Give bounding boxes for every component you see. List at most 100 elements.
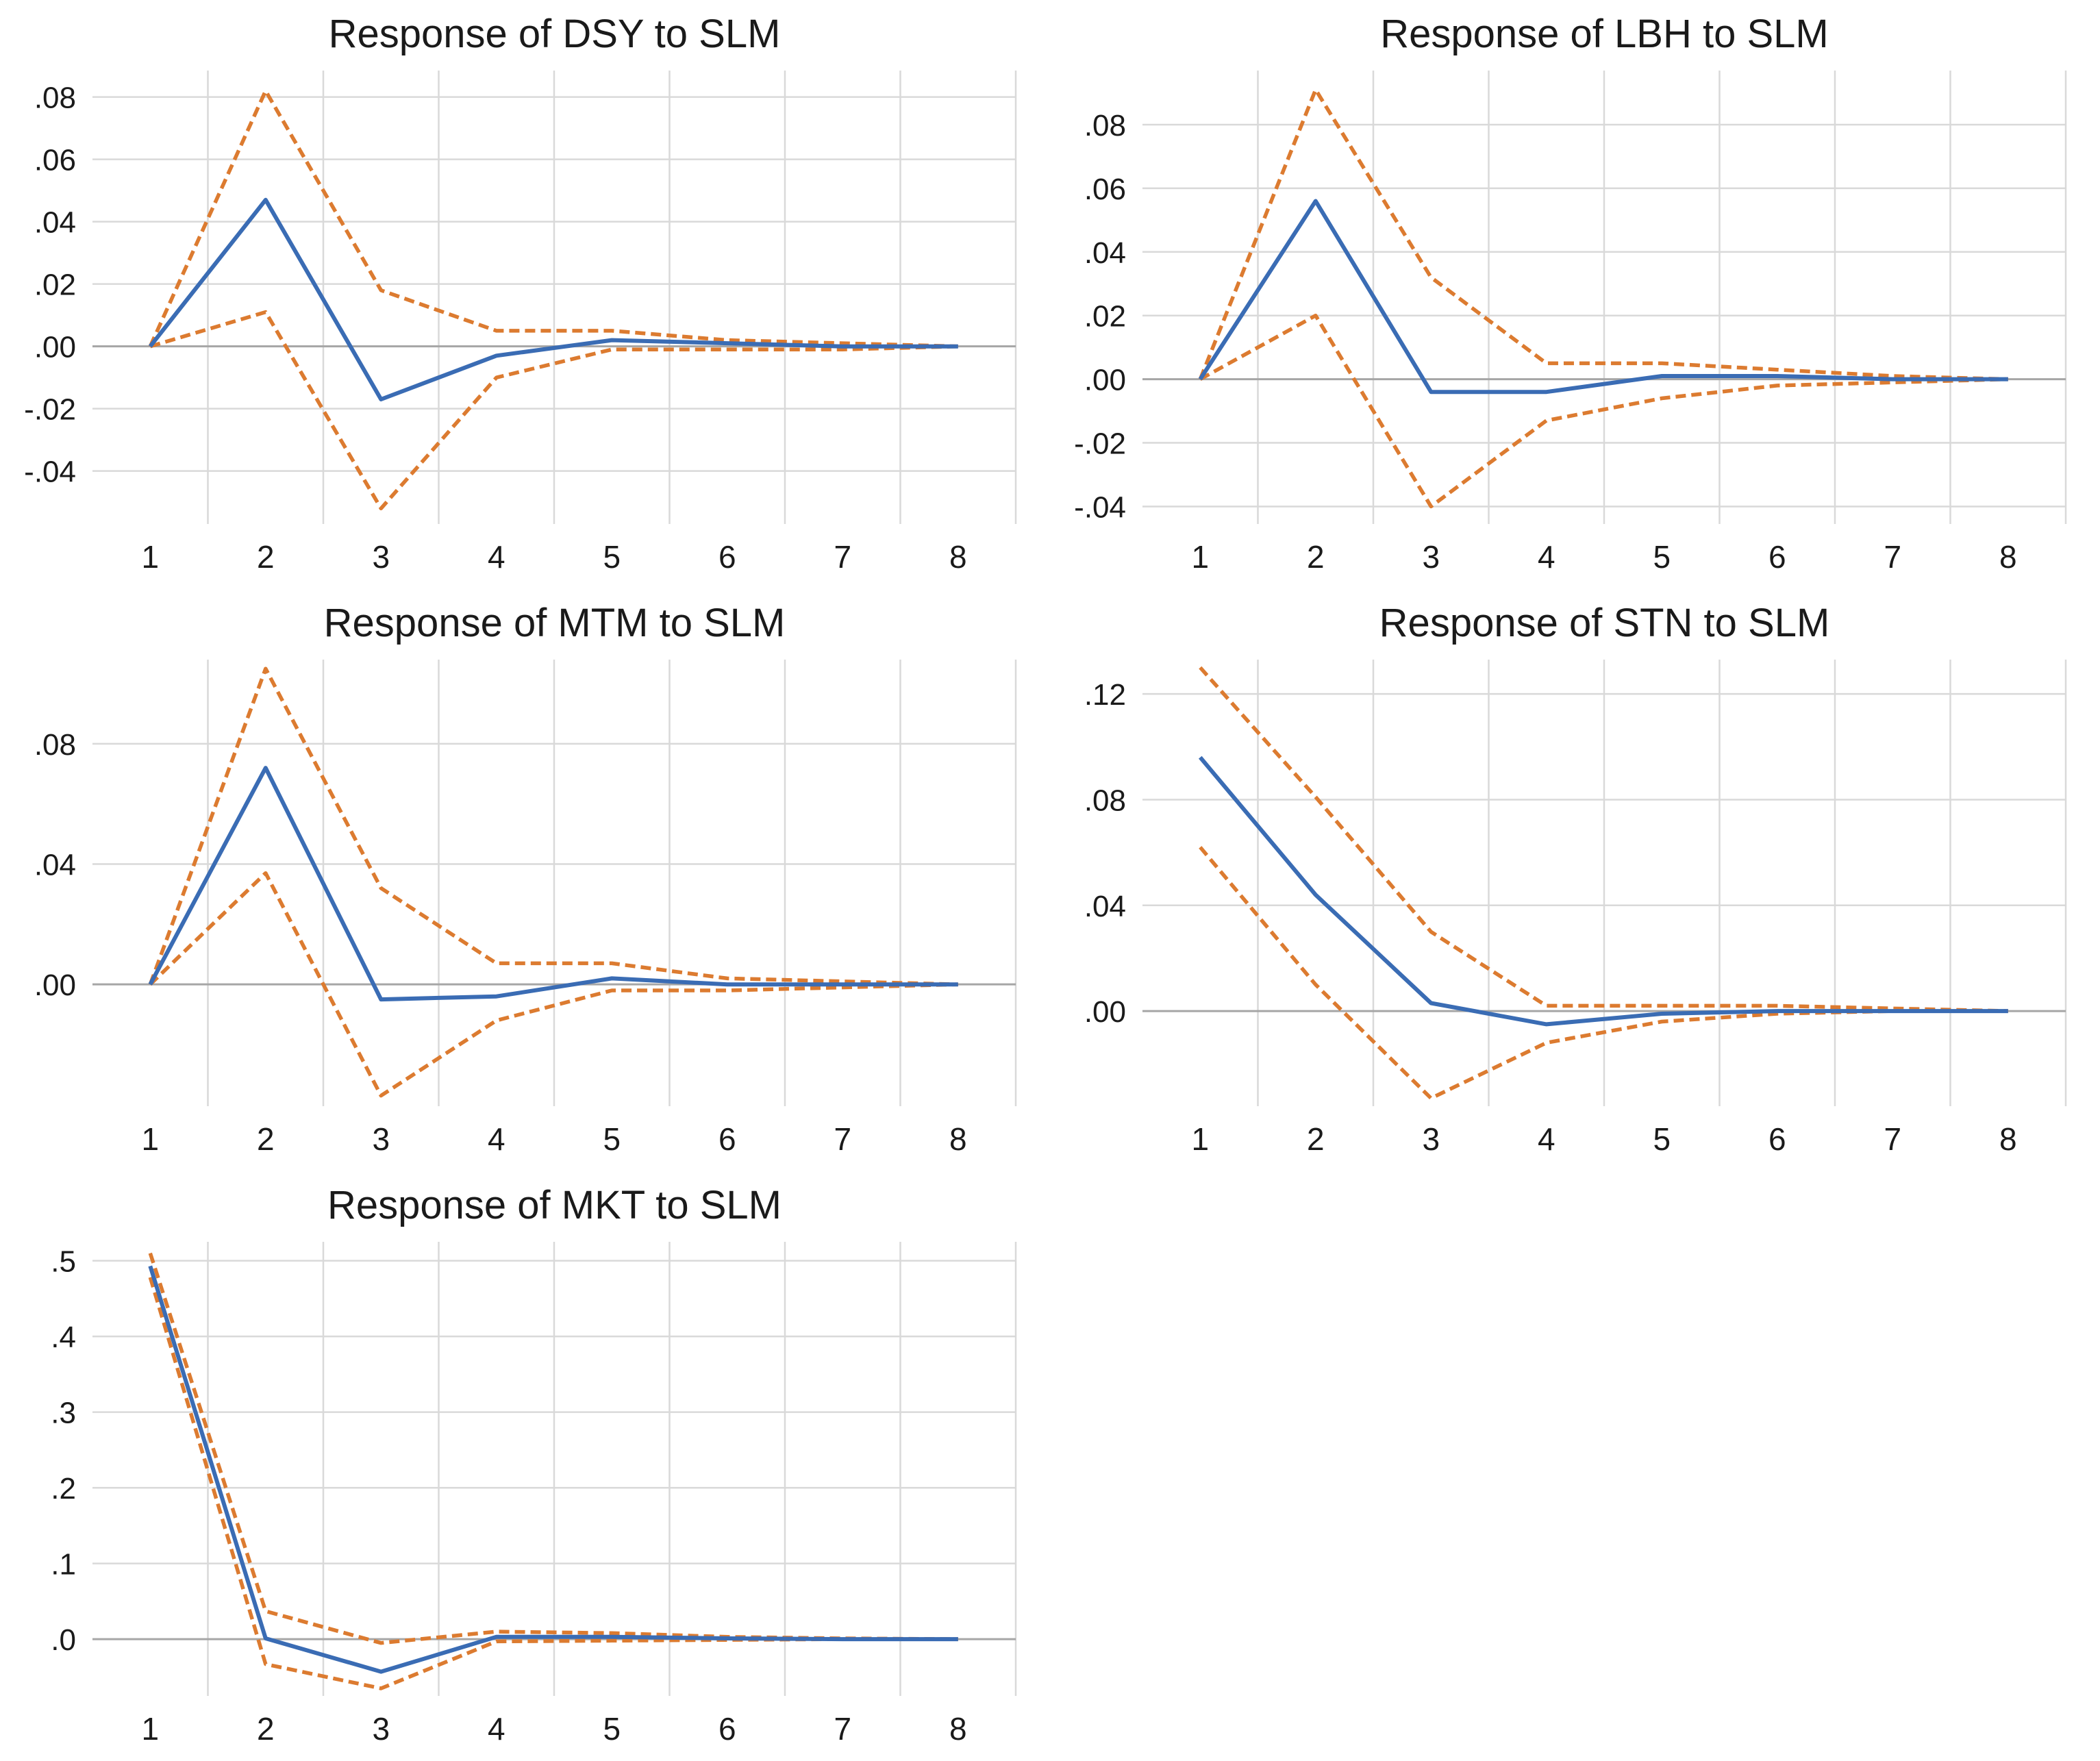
y-tick-label: -.02 — [24, 393, 76, 427]
irf-plot-dsy: .08 .06 .04 .02 .00 -.02 -.04 1 2 3 4 5 6 7 8 — [24, 71, 1017, 575]
y-tick-label: .0 — [51, 1623, 76, 1657]
x-tick-label: 4 — [1538, 1121, 1555, 1157]
x-tick-label: 5 — [603, 539, 621, 575]
series-mean — [1198, 199, 2008, 395]
y-tick-label: .00 — [1084, 995, 1126, 1029]
x-tick-label: 2 — [1307, 539, 1325, 575]
x-tick-label: 7 — [1884, 539, 1901, 575]
x-tick-label: 6 — [1768, 1121, 1786, 1157]
series-mean — [148, 766, 958, 1002]
y-tick-label: -.04 — [24, 455, 76, 489]
y-axis-labels: .12 .08 .04 .00 — [1084, 678, 1126, 1029]
x-tick-label: 1 — [141, 539, 159, 575]
series-upper-band — [1198, 88, 2008, 382]
x-tick-label: 2 — [1307, 1121, 1325, 1157]
x-tick-label: 4 — [1538, 539, 1555, 575]
series-lower-band — [1199, 846, 2008, 1101]
irf-panel-mkt: Response of MKT to SLM .5 .4 .3 .2 .1 .0 1 2 3 4 5… — [0, 1171, 1050, 1761]
x-tick-label: 1 — [1191, 1121, 1209, 1157]
irf-panel-stn: Response of STN to SLM .12 .08 .04 .00 1 2 3 4 5… — [1050, 589, 2100, 1171]
y-tick-label: .08 — [34, 82, 76, 115]
x-tick-label: 1 — [141, 1711, 159, 1747]
series-upper-band — [1199, 666, 2008, 1013]
x-tick-label: 7 — [834, 1121, 851, 1157]
x-tick-label: 6 — [718, 1121, 736, 1157]
x-gridlines — [1257, 660, 2067, 1106]
y-tick-label: -.02 — [1074, 427, 1126, 461]
x-tick-label: 8 — [1999, 539, 2017, 575]
x-tick-label: 3 — [1422, 1121, 1440, 1157]
y-tick-label: .04 — [1084, 890, 1126, 923]
series-mean — [148, 1265, 958, 1674]
x-tick-label: 3 — [1422, 539, 1440, 575]
x-tick-label: 8 — [949, 539, 967, 575]
x-gridlines — [207, 71, 1017, 524]
x-tick-label: 8 — [949, 1711, 967, 1747]
irf-plot-stn: .12 .08 .04 .00 1 2 3 4 5 6 7 8 — [1084, 660, 2067, 1157]
x-axis-labels: 1 2 3 4 5 6 7 8 — [141, 1121, 966, 1157]
x-tick-label: 2 — [257, 1711, 275, 1747]
y-axis-labels: .08 .06 .04 .02 .00 -.02 -.04 — [1074, 109, 1126, 524]
y-axis-labels: .08 .06 .04 .02 .00 -.02 -.04 — [24, 82, 76, 489]
y-tick-label: .06 — [34, 144, 76, 177]
x-axis-labels: 1 2 3 4 5 6 7 8 — [1191, 539, 2016, 575]
x-tick-label: 4 — [488, 1711, 505, 1747]
series-lower-band — [149, 310, 958, 511]
x-tick-label: 4 — [488, 539, 505, 575]
x-tick-label: 3 — [372, 539, 390, 575]
irf-panel-dsy: Response of DSY to SLM .08 .06 .04 .02 .00 -.… — [0, 0, 1050, 589]
y-tick-label: .3 — [51, 1397, 76, 1430]
y-tick-label: .2 — [51, 1472, 76, 1506]
y-tick-label: .00 — [34, 969, 76, 1002]
x-tick-label: 6 — [718, 539, 736, 575]
x-gridlines — [207, 1242, 1017, 1696]
x-axis-labels: 1 2 3 4 5 6 7 8 — [141, 1711, 966, 1747]
y-tick-label: .02 — [34, 268, 76, 302]
irf-plot-mtm: .08 .04 .00 1 2 3 4 5 6 7 8 — [34, 660, 1017, 1157]
empty-cell — [1050, 1171, 2100, 1761]
y-tick-label: .08 — [1084, 109, 1126, 142]
y-tick-label: .00 — [1084, 364, 1126, 397]
x-tick-label: 8 — [1999, 1121, 2017, 1157]
y-gridlines — [1142, 123, 2066, 508]
y-axis-labels: .5 .4 .3 .2 .1 .0 — [51, 1245, 76, 1658]
x-tick-label: 2 — [257, 1121, 275, 1157]
y-axis-labels: .08 .04 .00 — [34, 728, 76, 1002]
series-upper-band — [148, 88, 958, 349]
y-tick-label: .04 — [34, 849, 76, 882]
y-tick-label: .02 — [1084, 300, 1126, 334]
chart-title-dsy: Response of DSY to SLM — [328, 12, 781, 56]
chart-title-mkt: Response of MKT to SLM — [327, 1183, 782, 1227]
x-tick-label: 6 — [718, 1711, 736, 1747]
y-tick-label: .04 — [1084, 236, 1126, 270]
series-lower-band — [1199, 313, 2008, 509]
irf-plot-lbh: .08 .06 .04 .02 .00 -.02 -.04 1 2 3 4 5 6 7 8 — [1074, 71, 2067, 575]
x-gridlines — [207, 660, 1017, 1106]
x-tick-label: 7 — [1884, 1121, 1901, 1157]
y-tick-label: .5 — [51, 1245, 76, 1279]
y-tick-label: -.04 — [1074, 490, 1126, 524]
y-tick-label: .08 — [1084, 784, 1126, 817]
y-tick-label: .06 — [1084, 173, 1126, 206]
chart-title-mtm: Response of MTM to SLM — [323, 601, 786, 645]
y-tick-label: .04 — [34, 206, 76, 240]
y-gridlines — [92, 1260, 1016, 1640]
irf-panel-mtm: Response of MTM to SLM .08 .04 .00 1 2 3 4 5 6 7 8 — [0, 589, 1050, 1171]
irf-panel-lbh: Response of LBH to SLM .08 .06 .04 .02 .00 -.… — [1050, 0, 2100, 589]
series-mean — [148, 197, 958, 401]
x-tick-label: 7 — [834, 539, 851, 575]
irf-plot-mkt: .5 .4 .3 .2 .1 .0 1 2 3 4 5 6 7 8 — [51, 1242, 1017, 1747]
series-upper-band — [148, 666, 958, 986]
series-lower-band — [149, 871, 958, 1098]
x-tick-label: 5 — [1653, 539, 1671, 575]
x-tick-label: 5 — [603, 1121, 621, 1157]
y-tick-label: .1 — [51, 1548, 76, 1582]
x-tick-label: 3 — [372, 1121, 390, 1157]
x-tick-label: 6 — [1768, 539, 1786, 575]
x-tick-label: 2 — [257, 539, 275, 575]
x-tick-label: 1 — [141, 1121, 159, 1157]
x-gridlines — [1257, 71, 2067, 524]
x-axis-labels: 1 2 3 4 5 6 7 8 — [1191, 1121, 2016, 1157]
x-tick-label: 5 — [1653, 1121, 1671, 1157]
